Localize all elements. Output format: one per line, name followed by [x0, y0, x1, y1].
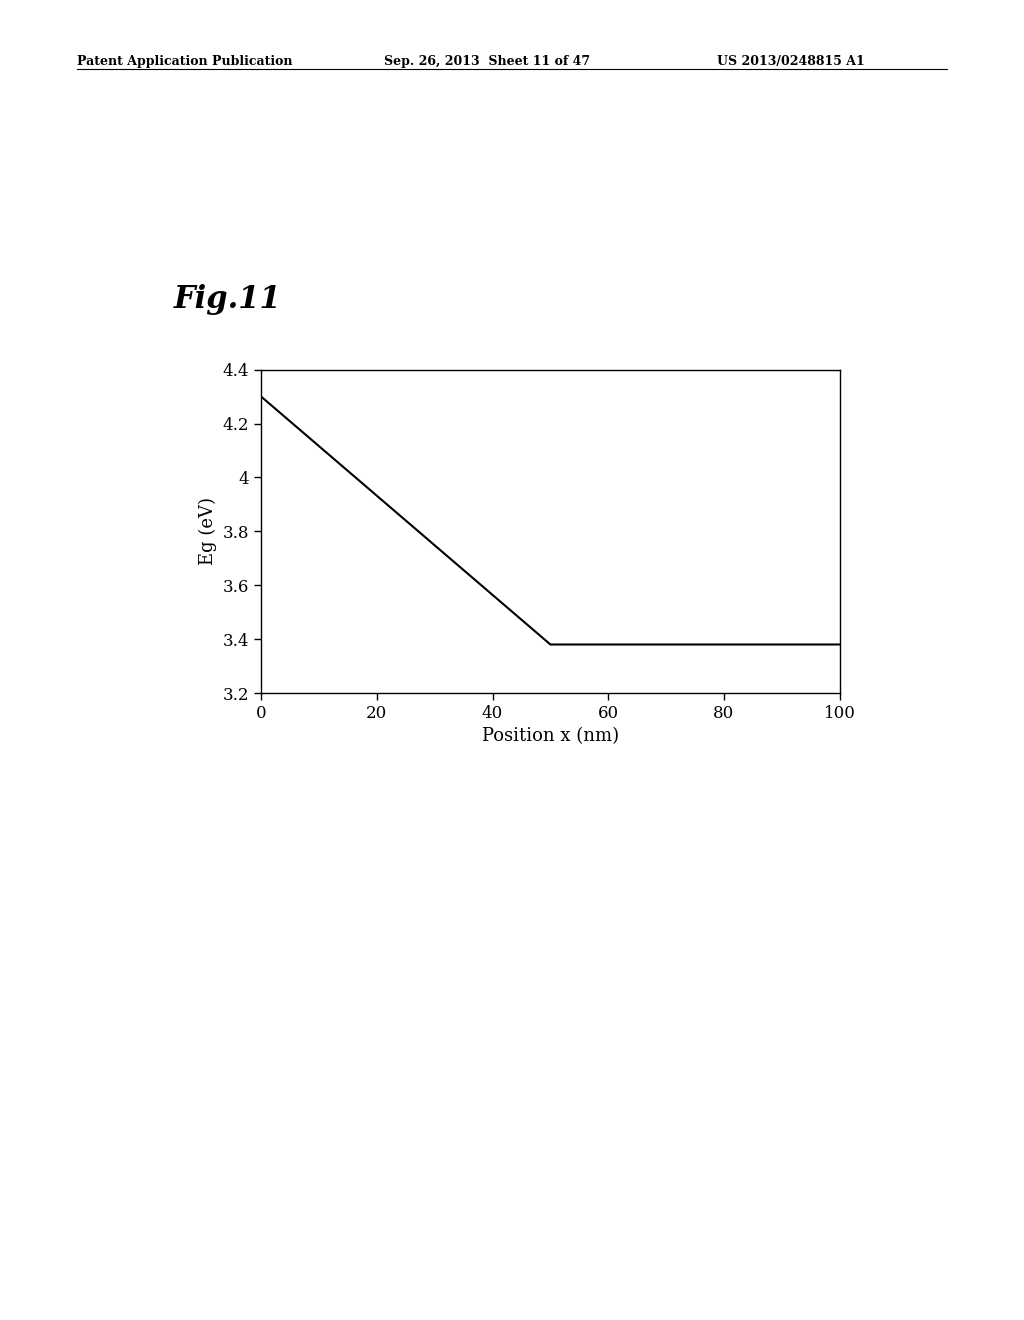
Text: Fig.11: Fig.11 [174, 284, 282, 314]
Text: Patent Application Publication: Patent Application Publication [77, 55, 292, 69]
Text: Sep. 26, 2013  Sheet 11 of 47: Sep. 26, 2013 Sheet 11 of 47 [384, 55, 590, 69]
Text: US 2013/0248815 A1: US 2013/0248815 A1 [717, 55, 864, 69]
X-axis label: Position x (nm): Position x (nm) [482, 727, 618, 746]
Y-axis label: Eg (eV): Eg (eV) [199, 498, 217, 565]
